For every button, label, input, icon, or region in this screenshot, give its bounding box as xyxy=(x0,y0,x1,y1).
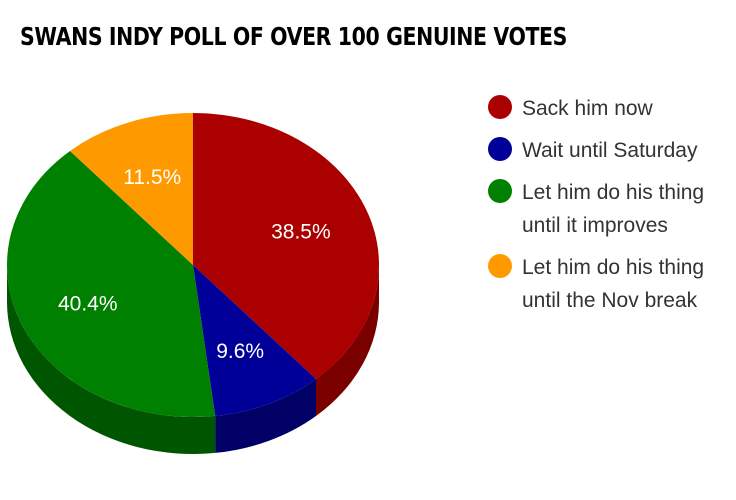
pie-slice-side-0 xyxy=(316,265,379,417)
slice-label-3: 11.5% xyxy=(123,166,181,189)
legend-item: Let him do his thing until it improves xyxy=(488,176,736,242)
legend-swatch xyxy=(488,95,512,119)
pie-slice-2 xyxy=(6,150,216,417)
pie-slice-side-1 xyxy=(215,379,317,453)
pie-slice-1 xyxy=(193,265,317,416)
pie-slice-3 xyxy=(69,113,193,265)
legend-item: Wait until Saturday xyxy=(488,134,736,167)
legend-label: Let him do his thing until the Nov break xyxy=(522,256,705,312)
legend-label: Wait until Saturday xyxy=(522,139,698,162)
pie-slice-side-2 xyxy=(7,265,216,454)
legend-label: Let him do his thing until it improves xyxy=(522,181,705,237)
legend-label: Sack him now xyxy=(522,97,653,120)
chart-title: SWANS INDY POLL OF OVER 100 GENUINE VOTE… xyxy=(20,22,567,51)
legend: Sack him now Wait until Saturday Let him d… xyxy=(488,92,736,326)
legend-item: Sack him now xyxy=(488,92,736,125)
legend-swatch xyxy=(488,179,512,203)
slice-label-2: 40.4% xyxy=(58,293,118,316)
pie-slice-0 xyxy=(193,113,379,380)
slice-label-1: 9.6% xyxy=(216,340,264,363)
legend-swatch xyxy=(488,254,512,278)
slice-label-0: 38.5% xyxy=(271,221,331,244)
legend-item: Let him do his thing until the Nov break xyxy=(488,251,736,317)
legend-swatch xyxy=(488,137,512,161)
